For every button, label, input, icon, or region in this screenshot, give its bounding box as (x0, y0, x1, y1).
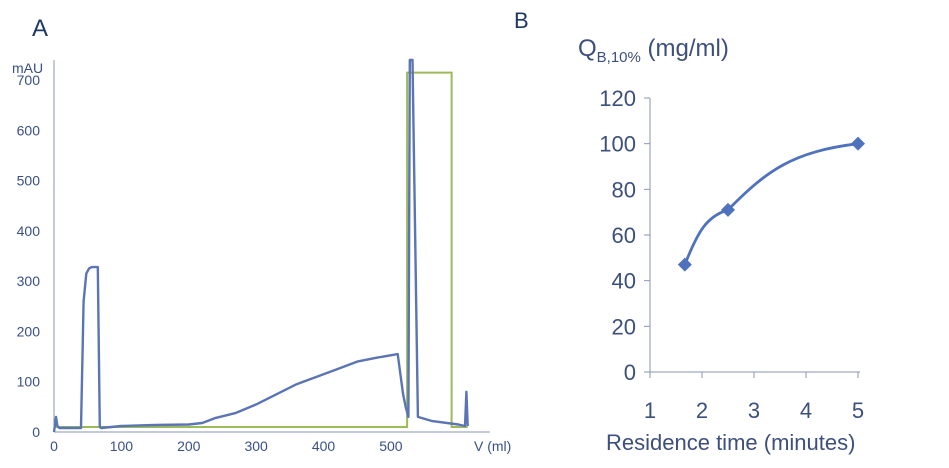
chromatogram-x-tick-label: 100 (110, 438, 134, 454)
chromatogram-y-tick-label: 600 (17, 122, 41, 138)
chromatogram-y-ticks: 0 100 200 300 400 500 600 700 (17, 72, 41, 440)
capacity-x-tick-label: 3 (748, 398, 760, 423)
capacity-y-label: QB,10% (mg/ml) (578, 35, 729, 66)
capacity-x-label: Residence time (minutes) (606, 430, 855, 455)
chromatogram-y-tick-label: 100 (17, 374, 41, 390)
capacity-data-point (851, 136, 865, 151)
capacity-y-tick-label: 0 (624, 360, 636, 385)
chromatogram-panel: mAU V (ml) 0 100 200 300 400 500 600 700 0 100 20… (12, 58, 511, 454)
chromatogram-y-tick-label: 300 (17, 273, 41, 289)
chromatogram-x-tick-label: 0 (50, 438, 58, 454)
panel-b-label: B (514, 8, 529, 33)
capacity-y-tick-label: 20 (612, 314, 636, 339)
chromatogram-x-tick-label: 500 (379, 438, 403, 454)
chromatogram-y-tick-label: 400 (17, 223, 41, 239)
capacity-x-ticks: 1 2 3 4 5 (644, 372, 864, 423)
capacity-y-ticks: 0 20 40 60 80 100 120 (599, 86, 650, 385)
gradient-line (54, 71, 468, 428)
chromatogram-x-tick-label: 200 (177, 438, 201, 454)
chromatogram-x-tick-label: 300 (244, 438, 268, 454)
capacity-y-label-unit: (mg/ml) (641, 35, 729, 62)
capacity-x-tick-label: 5 (852, 398, 864, 423)
capacity-y-tick-label: 60 (612, 223, 636, 248)
uv-absorbance-line (52, 58, 469, 433)
capacity-y-tick-label: 120 (599, 86, 636, 111)
capacity-data-point (721, 202, 735, 217)
capacity-panel: QB,10% (mg/ml) Residence time (minutes) … (578, 35, 865, 455)
chromatogram-y-tick-label: 0 (32, 424, 40, 440)
chromatogram-y-tick-label: 200 (17, 323, 41, 339)
capacity-x-tick-label: 4 (800, 398, 812, 423)
capacity-y-label-main: Q (578, 35, 597, 62)
capacity-x-tick-label: 2 (696, 398, 708, 423)
panel-a-label: A (32, 15, 48, 42)
chromatogram-y-tick-label: 700 (17, 72, 41, 88)
capacity-data-point (677, 257, 692, 272)
capacity-y-tick-label: 40 (612, 269, 636, 294)
chromatogram-y-tick-label: 500 (17, 173, 41, 189)
chromatogram-x-ticks: 0 100 200 300 400 500 (50, 438, 403, 454)
chromatogram-y-label: mAU (12, 60, 43, 76)
capacity-data-points (677, 136, 865, 272)
chromatogram-x-label: V (ml) (474, 438, 511, 454)
capacity-y-tick-label: 100 (599, 132, 636, 157)
capacity-x-tick-label: 1 (644, 398, 656, 423)
capacity-series-line (683, 142, 859, 266)
capacity-y-label-sub: B,10% (597, 49, 641, 66)
chromatogram-x-tick-label: 400 (312, 438, 336, 454)
capacity-y-tick-label: 80 (612, 177, 636, 202)
